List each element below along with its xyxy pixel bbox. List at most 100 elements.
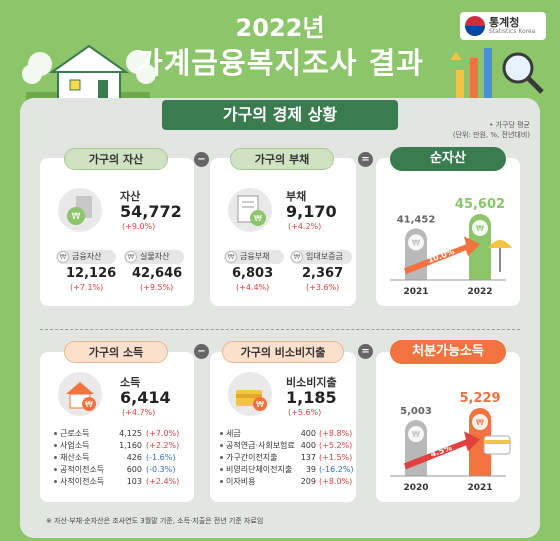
- svg-text:₩: ₩: [256, 400, 264, 409]
- financial-assets-value: 12,126: [66, 266, 117, 281]
- income-change: (+4.7%): [122, 408, 156, 417]
- bar-base: [405, 466, 427, 476]
- equals-operator-2: =: [358, 344, 373, 359]
- item-change: (-0.3%): [146, 465, 176, 474]
- won-symbol: ₩: [412, 238, 420, 247]
- disposable-income-chart: ₩5,003 2020 ₩5,229 2021 4.5%: [390, 391, 511, 493]
- real-assets-pill: ₩ 실물자산: [124, 250, 184, 264]
- growth-rate-label: 4.5%: [429, 443, 453, 459]
- assets-value: 54,772: [120, 202, 182, 221]
- won-coin-icon: [408, 234, 424, 251]
- card-stripe: [484, 440, 510, 444]
- item-value: 600: [126, 465, 142, 474]
- net-assets-card: [376, 158, 520, 306]
- disposable-pill: 처분가능소득: [390, 340, 506, 364]
- won-coin-icon: [472, 414, 488, 430]
- lease-deposit-pill: ₩ 임대보증금: [290, 250, 352, 264]
- real-assets-change: (+9.5%): [140, 283, 174, 292]
- umbrella-icon: [488, 240, 512, 248]
- income-icon: ₩: [58, 372, 102, 416]
- nonconsumption-breakdown-list: 세금 400 (+8.8%) 공적연금·사회보험료 400 (+5.2%) 가구간이전지출 1…: [220, 428, 354, 490]
- list-item: 세금 400 (+8.8%): [220, 428, 354, 439]
- item-change: (+8.8%): [319, 429, 353, 438]
- item-name: 사적이전소득: [54, 476, 104, 487]
- list-item: 공적이전소득 600 (-0.3%): [54, 464, 192, 475]
- taegeuk-icon: [465, 16, 485, 36]
- income-label: 소득: [120, 376, 141, 389]
- debt-icon: ₩: [228, 188, 272, 232]
- assets-card: [40, 158, 194, 306]
- item-name: 비영리단체이전지출: [220, 464, 292, 475]
- list-item: 이자비용 209 (+8.0%): [220, 476, 354, 487]
- income-pill: 가구의 소득: [64, 341, 168, 363]
- item-name: 재산소득: [54, 452, 89, 463]
- footer-note: ※ 자산·부채·순자산은 조사연도 3월말 기준, 소득·지출은 전년 기준 자…: [46, 517, 264, 525]
- item-change: (+5.2%): [319, 441, 353, 450]
- financial-debt-change: (+4.4%): [236, 283, 270, 292]
- list-item: 비영리단체이전지출 39 (-16.2%): [220, 464, 354, 475]
- income-value: 6,414: [120, 388, 171, 407]
- card-icon: [483, 435, 511, 455]
- bar-value-label: 41,452: [397, 214, 436, 225]
- item-name: 이자비용: [220, 476, 255, 487]
- net-assets-pill: 순자산: [390, 147, 506, 171]
- svg-text:₩: ₩: [72, 212, 81, 222]
- bar-value-label: 45,602: [455, 197, 505, 212]
- item-name: 공적이전소득: [54, 464, 104, 475]
- debt-card: [210, 158, 356, 306]
- debt-value: 9,170: [286, 202, 337, 221]
- financial-assets-pill: ₩ 금융자산: [56, 250, 116, 264]
- minus-operator: −: [194, 152, 209, 167]
- lease-deposit-change: (+3.6%): [306, 283, 340, 292]
- real-assets-value: 42,646: [132, 266, 183, 281]
- bar-base: [469, 466, 491, 476]
- item-name: 근로소득: [54, 428, 89, 439]
- nonconsumption-value: 1,185: [286, 388, 337, 407]
- item-value: 209: [300, 477, 316, 486]
- list-item: 근로소득 4,125 (+7.0%): [54, 428, 192, 439]
- debt-label: 부채: [286, 190, 307, 203]
- disposable-card: [376, 352, 520, 502]
- item-name: 공적연금·사회보험료: [220, 440, 295, 451]
- item-value: 39: [305, 465, 316, 474]
- section-divider: [40, 329, 520, 330]
- item-value: 103: [126, 477, 142, 486]
- list-item: 공적연금·사회보험료 400 (+5.2%): [220, 440, 354, 451]
- svg-text:₩: ₩: [254, 214, 262, 223]
- nonconsumption-change: (+5.6%): [288, 408, 322, 417]
- growth-arrow-icon: [404, 236, 480, 275]
- growth-arrow-icon: [404, 431, 480, 470]
- assets-label: 자산: [120, 190, 141, 203]
- assets-change: (+9.0%): [122, 222, 156, 231]
- header-year: 2022년: [235, 14, 325, 42]
- item-change: (-16.2%): [319, 465, 354, 474]
- lease-deposit-value: 2,367: [302, 266, 344, 281]
- nonconsumption-pill: 가구의 비소비지출: [222, 341, 344, 363]
- minus-operator-2: −: [194, 344, 209, 359]
- list-item: 가구간이전지출 137 (+1.5%): [220, 452, 354, 463]
- assets-pill: 가구의 자산: [64, 148, 168, 170]
- debt-change: (+4.2%): [288, 222, 322, 231]
- growth-arrows-icon: [450, 48, 544, 100]
- category-label: 2021: [467, 483, 492, 493]
- item-value: 1,160: [119, 441, 142, 450]
- financial-debt-value: 6,803: [232, 266, 274, 281]
- won-coin-icon: [472, 220, 488, 236]
- item-change: (+2.4%): [146, 477, 180, 486]
- item-change: (+7.0%): [146, 429, 180, 438]
- page-title: 가계금융복지조사 결과: [136, 46, 424, 80]
- won-coin-icon: [408, 426, 424, 443]
- category-label: 2020: [403, 483, 428, 493]
- item-name: 사업소득: [54, 440, 89, 451]
- won-symbol: ₩: [476, 418, 484, 427]
- bar-value-label: 5,003: [400, 406, 432, 417]
- bar-base: [469, 270, 491, 280]
- financial-assets-change: (+7.1%): [70, 283, 104, 292]
- category-label: 2021: [403, 287, 428, 297]
- item-name: 세금: [220, 428, 241, 439]
- item-value: 400: [300, 441, 316, 450]
- header: 2022년 가계금융복지조사 결과 통계청 Statistics Korea: [0, 0, 560, 112]
- item-change: (+1.5%): [319, 453, 353, 462]
- item-value: 4,125: [119, 429, 142, 438]
- list-item: 재산소득 426 (-1.6%): [54, 452, 192, 463]
